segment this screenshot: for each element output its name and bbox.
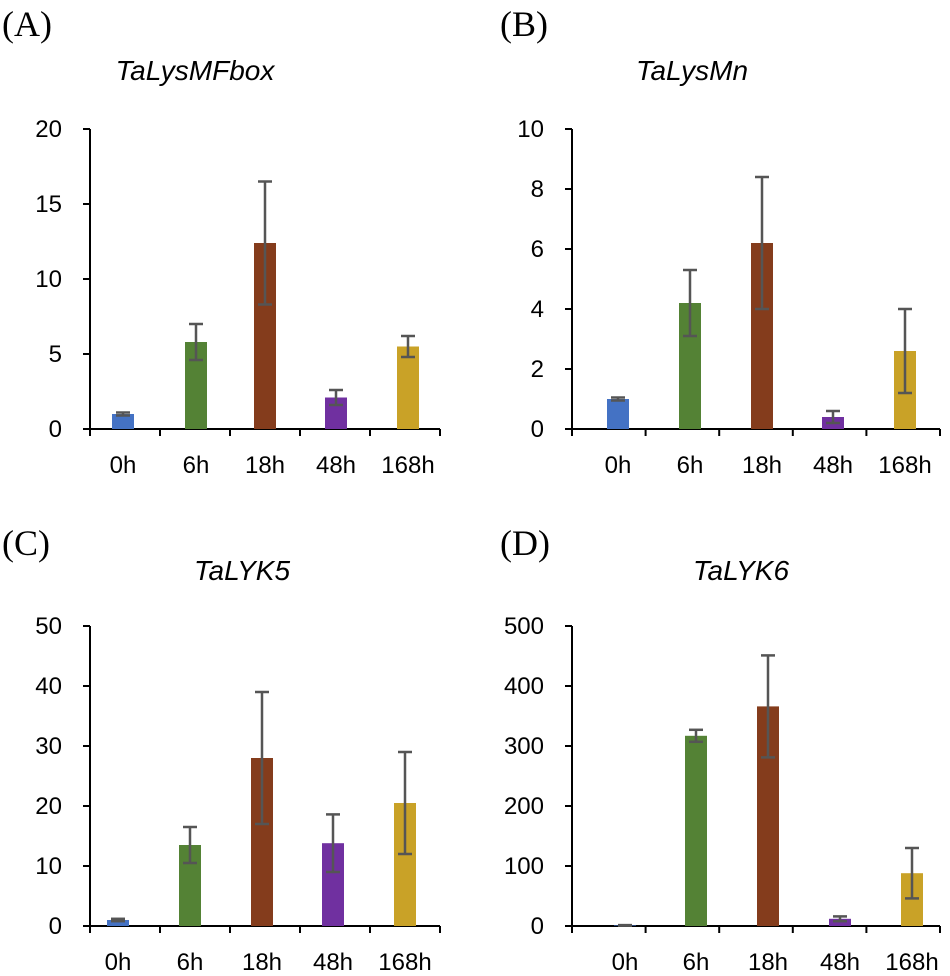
error-bar-48h bbox=[826, 409, 840, 425]
y-tick-label: 100 bbox=[504, 853, 544, 880]
y-tick-label: 50 bbox=[35, 613, 62, 640]
error-bar-6h bbox=[189, 322, 203, 362]
bar-6h bbox=[185, 342, 207, 429]
x-tick-label: 48h bbox=[813, 452, 853, 479]
x-tick-label: 168h bbox=[381, 452, 434, 479]
y-tick-label: 0 bbox=[531, 416, 544, 443]
y-tick-label: 400 bbox=[504, 673, 544, 700]
y-tick-label: 40 bbox=[35, 673, 62, 700]
bar-168h bbox=[394, 803, 416, 926]
bar-168h bbox=[397, 346, 419, 429]
x-tick-label: 18h bbox=[242, 949, 282, 976]
chart-panel-4: (D) TaLYK6 0 100 200 300 400 500 0h 6h 18h 48h 168h bbox=[500, 523, 941, 976]
error-bar-168h bbox=[401, 334, 415, 359]
error-bar-48h bbox=[326, 813, 340, 874]
chart-title: TaLysMFbox bbox=[116, 55, 276, 86]
x-tick-label: 0h bbox=[605, 452, 632, 479]
error-bar-0h bbox=[611, 396, 625, 402]
chart-title: TaLYK6 bbox=[693, 555, 789, 586]
error-bar-168h bbox=[905, 846, 919, 900]
error-bar-48h bbox=[329, 388, 343, 407]
chart-title: TaLysMn bbox=[636, 55, 748, 86]
x-tick-label: 0h bbox=[110, 452, 137, 479]
x-tick-label: 0h bbox=[105, 949, 132, 976]
error-bar-168h bbox=[398, 750, 412, 856]
x-tick-label: 6h bbox=[683, 949, 710, 976]
panel-label: (C) bbox=[2, 523, 50, 563]
error-bar-48h bbox=[833, 915, 847, 923]
chart-panel-2: (B) TaLysMn 0 2 4 6 8 10 0h 6h 18h 48h 168h bbox=[500, 4, 941, 479]
x-tick-label: 168h bbox=[885, 949, 938, 976]
x-tick-label: 168h bbox=[378, 949, 431, 976]
x-tick-label: 0h bbox=[612, 949, 639, 976]
y-tick-label: 0 bbox=[49, 913, 62, 940]
x-tick-label: 48h bbox=[316, 452, 356, 479]
y-tick-label: 4 bbox=[531, 296, 544, 323]
bar-6h bbox=[179, 845, 201, 926]
y-tick-label: 20 bbox=[35, 116, 62, 143]
error-bar-0h bbox=[116, 411, 130, 417]
error-bar-18h bbox=[755, 175, 769, 311]
error-bar-168h bbox=[898, 307, 912, 395]
x-tick-label: 6h bbox=[177, 949, 204, 976]
x-tick-label: 48h bbox=[313, 949, 353, 976]
bar-0h bbox=[107, 920, 129, 926]
bar-18h bbox=[254, 243, 276, 429]
error-bar-18h bbox=[258, 180, 272, 306]
chart-title: TaLYK5 bbox=[194, 555, 290, 586]
panel-label: (D) bbox=[500, 523, 550, 563]
bar-18h bbox=[757, 706, 779, 926]
chart-panel-1: (A) TaLysMFbox 0 5 10 15 20 0h 6h 18h 48h 168h bbox=[2, 4, 441, 479]
x-tick-label: 6h bbox=[677, 452, 704, 479]
y-tick-label: 15 bbox=[35, 191, 62, 218]
error-bar-18h bbox=[255, 690, 269, 826]
y-tick-label: 500 bbox=[504, 613, 544, 640]
x-tick-label: 48h bbox=[820, 949, 860, 976]
error-bar-0h bbox=[111, 917, 125, 923]
error-bar-18h bbox=[761, 654, 775, 759]
y-tick-label: 0 bbox=[49, 416, 62, 443]
y-tick-label: 10 bbox=[35, 266, 62, 293]
y-tick-label: 30 bbox=[35, 733, 62, 760]
y-tick-label: 200 bbox=[504, 793, 544, 820]
error-bar-6h bbox=[183, 825, 197, 865]
chart-panel-3: (C) TaLYK5 0 10 20 30 40 50 0h 6h 18h 48h 168h bbox=[2, 523, 441, 976]
y-tick-label: 10 bbox=[35, 853, 62, 880]
y-tick-label: 2 bbox=[531, 356, 544, 383]
bar-6h bbox=[679, 303, 701, 429]
error-bar-0h bbox=[618, 923, 632, 927]
panel-label: (A) bbox=[2, 4, 52, 44]
bar-18h bbox=[751, 243, 773, 429]
bar-48h bbox=[322, 843, 344, 926]
y-tick-label: 6 bbox=[531, 236, 544, 263]
bar-0h bbox=[607, 399, 629, 429]
x-tick-label: 18h bbox=[742, 452, 782, 479]
y-tick-label: 0 bbox=[531, 913, 544, 940]
x-tick-label: 18h bbox=[748, 949, 788, 976]
x-tick-label: 168h bbox=[878, 452, 931, 479]
x-tick-label: 18h bbox=[245, 452, 285, 479]
panel-label: (B) bbox=[500, 4, 548, 44]
bar-18h bbox=[251, 758, 273, 926]
bar-0h bbox=[112, 414, 134, 429]
x-tick-label: 6h bbox=[183, 452, 210, 479]
y-tick-label: 5 bbox=[49, 341, 62, 368]
y-tick-label: 300 bbox=[504, 733, 544, 760]
y-tick-label: 20 bbox=[35, 793, 62, 820]
y-tick-label: 8 bbox=[531, 176, 544, 203]
error-bar-6h bbox=[689, 728, 703, 744]
error-bar-6h bbox=[683, 268, 697, 338]
bar-6h bbox=[685, 735, 707, 926]
y-tick-label: 10 bbox=[517, 116, 544, 143]
